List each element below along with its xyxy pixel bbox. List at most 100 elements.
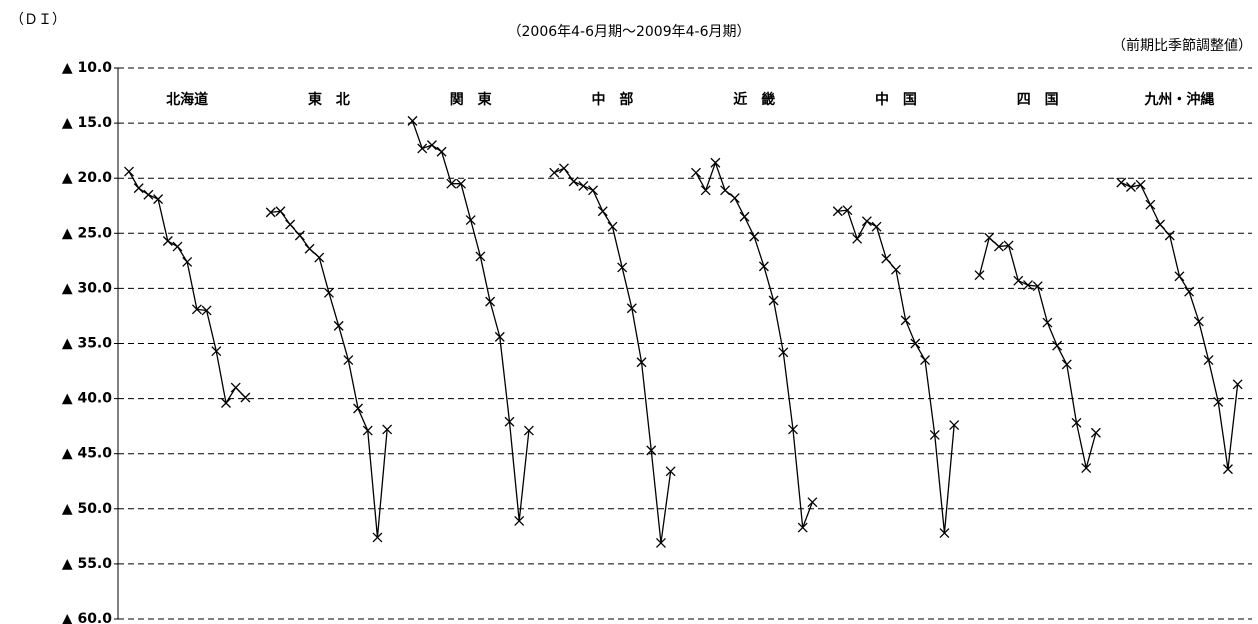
point-marker bbox=[549, 167, 560, 178]
point-marker bbox=[1090, 427, 1101, 438]
point-marker bbox=[265, 207, 276, 218]
point-marker bbox=[1174, 271, 1185, 282]
point-marker bbox=[343, 355, 354, 365]
point-marker bbox=[221, 398, 231, 408]
point-marker bbox=[578, 180, 589, 191]
point-marker bbox=[607, 221, 618, 232]
point-marker bbox=[1164, 230, 1175, 241]
point-marker bbox=[974, 270, 985, 281]
point-marker bbox=[436, 146, 447, 157]
point-marker bbox=[494, 331, 505, 342]
point-marker bbox=[314, 252, 325, 263]
point-marker bbox=[920, 355, 931, 365]
region-label: 近 畿 bbox=[733, 91, 775, 108]
y-tick-label: ▲ 20.0 bbox=[62, 170, 112, 186]
point-marker bbox=[1203, 355, 1214, 365]
point-marker bbox=[523, 425, 534, 436]
point-marker bbox=[993, 241, 1004, 252]
point-marker bbox=[1145, 199, 1156, 210]
series-line bbox=[270, 210, 388, 538]
region-label: 北海道 bbox=[166, 91, 208, 108]
series-line bbox=[837, 209, 955, 534]
point-marker bbox=[172, 241, 183, 252]
point-marker bbox=[1193, 316, 1204, 327]
point-marker bbox=[881, 253, 892, 264]
point-marker bbox=[900, 315, 911, 326]
point-marker bbox=[646, 445, 657, 456]
y-tick-label: ▲ 60.0 bbox=[62, 611, 112, 624]
point-marker bbox=[191, 304, 202, 315]
point-marker bbox=[1213, 396, 1224, 407]
point-marker bbox=[133, 183, 144, 194]
point-marker bbox=[353, 403, 364, 414]
point-marker bbox=[871, 221, 882, 232]
point-marker bbox=[456, 178, 466, 189]
chart-subtitle: （2006年4-6月期～2009年4-6月期） bbox=[508, 24, 751, 40]
point-marker bbox=[778, 347, 789, 358]
point-marker bbox=[362, 425, 373, 436]
point-marker bbox=[1013, 275, 1024, 286]
point-marker bbox=[323, 287, 334, 298]
point-marker bbox=[929, 430, 940, 440]
point-marker bbox=[1071, 417, 1082, 428]
point-marker bbox=[124, 166, 134, 177]
point-marker bbox=[446, 178, 457, 189]
point-marker bbox=[797, 522, 808, 533]
point-marker bbox=[720, 185, 731, 196]
point-marker bbox=[1135, 179, 1146, 190]
point-marker bbox=[700, 185, 711, 196]
point-marker bbox=[465, 215, 476, 226]
point-marker bbox=[426, 140, 437, 151]
y-tick-label: ▲ 55.0 bbox=[62, 556, 112, 572]
point-marker bbox=[1081, 463, 1092, 473]
point-marker bbox=[1125, 182, 1136, 192]
point-marker bbox=[182, 256, 193, 267]
y-tick-label: ▲ 10.0 bbox=[62, 60, 112, 76]
region-label: 中 国 bbox=[875, 91, 917, 108]
point-marker bbox=[162, 236, 173, 246]
point-marker bbox=[1032, 281, 1043, 292]
point-marker bbox=[558, 163, 569, 174]
point-marker bbox=[949, 420, 960, 431]
point-marker bbox=[475, 251, 486, 262]
point-marker bbox=[861, 216, 872, 227]
point-marker bbox=[655, 538, 666, 548]
series-line bbox=[978, 236, 1097, 469]
point-marker bbox=[201, 305, 212, 316]
point-marker bbox=[1155, 219, 1166, 230]
point-marker bbox=[739, 211, 750, 222]
y-tick-label: ▲ 45.0 bbox=[62, 446, 112, 462]
point-marker bbox=[275, 206, 286, 217]
chart-note: （前期比季節調整値） bbox=[1112, 37, 1252, 54]
point-marker bbox=[588, 185, 599, 196]
series-line bbox=[411, 120, 530, 521]
point-marker bbox=[910, 338, 921, 349]
point-marker bbox=[1052, 340, 1063, 351]
point-marker bbox=[1042, 317, 1053, 328]
point-marker bbox=[758, 261, 769, 272]
point-marker bbox=[1061, 359, 1072, 370]
point-marker bbox=[372, 532, 383, 543]
point-marker bbox=[1232, 379, 1243, 390]
point-marker bbox=[665, 466, 676, 477]
y-tick-label: ▲ 40.0 bbox=[62, 391, 112, 407]
point-marker bbox=[294, 230, 305, 241]
point-marker bbox=[240, 392, 251, 403]
region-label: 東 北 bbox=[308, 91, 350, 108]
point-marker bbox=[153, 194, 164, 205]
point-marker bbox=[1023, 280, 1033, 291]
point-marker bbox=[842, 205, 853, 216]
region-label: 関 東 bbox=[450, 91, 492, 108]
region-label: 九州・沖縄 bbox=[1143, 91, 1214, 108]
point-marker bbox=[636, 357, 647, 368]
series-line bbox=[553, 167, 672, 544]
region-label: 四 国 bbox=[1017, 92, 1059, 108]
y-axis-label: （ＤＩ） bbox=[10, 12, 66, 28]
point-marker bbox=[691, 167, 701, 178]
point-marker bbox=[1222, 464, 1233, 475]
point-marker bbox=[333, 320, 344, 331]
point-marker bbox=[407, 115, 418, 126]
point-marker bbox=[832, 206, 843, 217]
